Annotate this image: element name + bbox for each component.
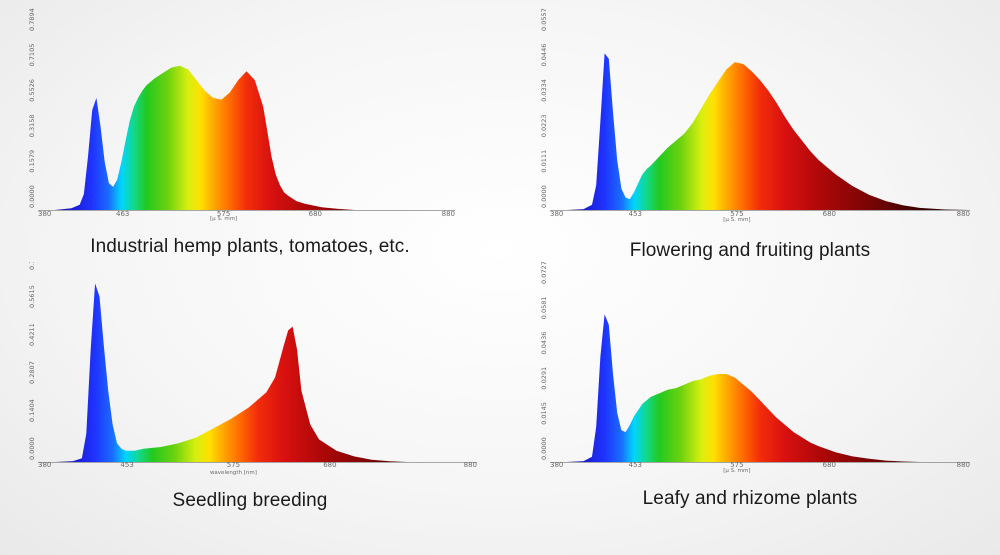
x-tick-label: 880 xyxy=(957,210,970,218)
x-tick-label: 680 xyxy=(823,210,836,218)
y-tick-label: 0.5615 xyxy=(28,285,36,308)
y-tick-label: 0.0000 xyxy=(540,185,548,208)
x-tick-label: 575 xyxy=(227,461,240,469)
y-tick-label: 0.0000 xyxy=(28,437,36,460)
x-tick-label: 380 xyxy=(38,210,51,218)
chart-caption: Seedling breeding xyxy=(172,490,328,511)
y-tick-label: 0.7105 xyxy=(28,44,36,67)
chart-panel-seedling: 380 453 575 680 880 wavelength [nm] 0.0000 0.14… xyxy=(0,262,500,539)
x-tick-label: 453 xyxy=(629,210,642,218)
y-tick-label: 0.0223 xyxy=(540,114,548,137)
y-tick-label: 0.0145 xyxy=(540,402,548,425)
x-tick-label: 453 xyxy=(629,461,642,469)
chart-panel-hemp: 380 463 575 680 880 [µ S. mm] 0.0000 0.1579 0.31… xyxy=(0,0,500,277)
y-tick-label: 0.0557 xyxy=(540,8,548,31)
spectrum-chart-flowering: 380 453 575 680 880 [µ S. mm] 0.0000 0.0111 0.02… xyxy=(540,8,970,223)
y-tick-label: 0.3158 xyxy=(28,114,36,137)
y-tick-label: 0.0000 xyxy=(540,437,548,460)
y-tick-label: 0.0000 xyxy=(28,185,36,208)
x-tick-label: 680 xyxy=(323,461,336,469)
y-tick-label: 0.1404 xyxy=(28,399,36,422)
y-tick-label: 0.0334 xyxy=(540,79,548,102)
spectrum-area xyxy=(38,283,477,462)
x-tick-label: 880 xyxy=(957,461,970,469)
x-tick-label: 880 xyxy=(442,210,455,218)
x-tick-label: 575 xyxy=(730,461,743,469)
y-tick-label: 0.0291 xyxy=(540,367,548,390)
chart-caption: Leafy and rhizome plants xyxy=(642,488,858,509)
y-tick-label: 0.2807 xyxy=(28,361,36,384)
x-tick-label: 463 xyxy=(116,210,129,218)
y-tick-label: 0.4211 xyxy=(28,323,36,346)
y-tick-label: 0.0111 xyxy=(540,150,548,173)
spectrum-chart-seedling: 380 453 575 680 880 wavelength [nm] 0.0000 0.14… xyxy=(28,262,477,476)
x-tick-label: 380 xyxy=(550,210,563,218)
y-tick-label: 0.0436 xyxy=(540,332,548,355)
x-tick-label: 575 xyxy=(217,210,230,218)
spectrum-chart-leafy: 380 453 575 680 880 [µ S. mm] 0.0000 0.0145 0.02… xyxy=(540,262,970,474)
chart-panel-flowering: 380 453 575 680 880 [µ S. mm] 0.0000 0.0111 0.02… xyxy=(500,0,1000,277)
x-tick-label: 575 xyxy=(730,210,743,218)
y-tick-label: 0.1579 xyxy=(28,150,36,173)
chart-caption: Flowering and fruiting plants xyxy=(629,240,871,261)
chart-panel-leafy: 380 453 575 680 880 [µ S. mm] 0.0000 0.0145 0.02… xyxy=(500,262,1000,539)
y-tick-label: 0.0581 xyxy=(540,296,548,319)
y-tick-label: 0.5526 xyxy=(28,79,36,102)
x-tick-label: 680 xyxy=(309,210,322,218)
spectrum-area xyxy=(550,314,970,462)
x-tick-label: 880 xyxy=(464,461,477,469)
x-axis-label: [µ S. mm] xyxy=(210,216,237,222)
x-axis-label: [µ S. mm] xyxy=(723,217,750,223)
spectrum-area xyxy=(550,53,970,211)
y-tick-label: 0.0446 xyxy=(540,44,548,67)
y-tick-label: 0.0727 xyxy=(540,262,548,284)
x-tick-label: 380 xyxy=(550,461,563,469)
x-tick-label: 453 xyxy=(120,461,133,469)
x-tick-label: 680 xyxy=(823,461,836,469)
spectrum-area xyxy=(38,65,455,210)
x-axis-label: wavelength [nm] xyxy=(210,470,257,476)
x-axis-label: [µ S. mm] xyxy=(723,468,750,474)
y-tick-label: 0.7019 xyxy=(28,262,36,270)
chart-caption: Industrial hemp plants, tomatoes, etc. xyxy=(90,236,410,257)
spectrum-chart-hemp: 380 463 575 680 880 [µ S. mm] 0.0000 0.1579 0.31… xyxy=(28,8,455,222)
y-tick-label: 0.7894 xyxy=(28,8,36,31)
x-tick-label: 380 xyxy=(38,461,51,469)
